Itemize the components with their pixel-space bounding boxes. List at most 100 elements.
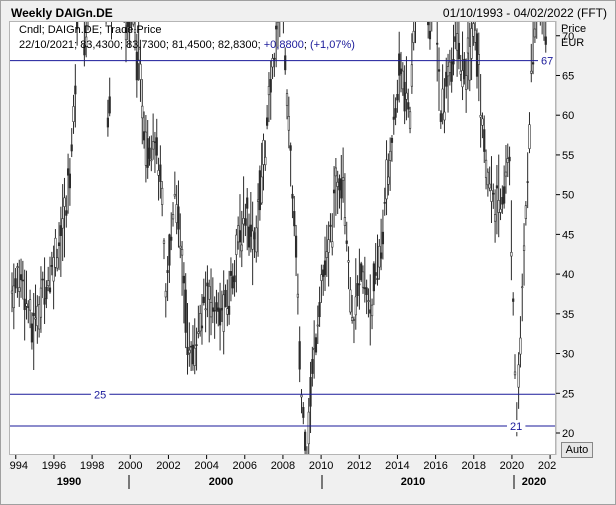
candle-body bbox=[83, 44, 86, 56]
candle-body bbox=[356, 283, 359, 296]
candle-body bbox=[25, 303, 28, 307]
auto-scale-button[interactable]: Auto bbox=[561, 442, 593, 458]
candle-body bbox=[57, 242, 61, 247]
candle-body bbox=[323, 260, 327, 276]
candle-body bbox=[285, 93, 289, 106]
candle-body bbox=[380, 252, 383, 259]
candle-body bbox=[329, 224, 332, 227]
candle-body bbox=[59, 225, 62, 237]
candle-body bbox=[108, 96, 111, 114]
candle-body bbox=[340, 178, 343, 199]
ohlc-info-panel: Cndl; DAIGn.DE; Trade Price 22/10/2021; … bbox=[9, 21, 409, 53]
x-major-label: 2010 bbox=[401, 476, 425, 488]
candle-body bbox=[235, 234, 238, 255]
candle-body bbox=[369, 309, 372, 314]
candle-body bbox=[269, 79, 272, 93]
chart-description: Cndl; DAIGn.DE; Trade Price bbox=[19, 24, 162, 36]
candle-body bbox=[124, 27, 128, 41]
candle-body bbox=[162, 240, 166, 244]
candle-body bbox=[137, 59, 140, 64]
candle-body bbox=[405, 92, 408, 100]
price-plot-area[interactable]: 109,1664969085807867252117 bbox=[9, 21, 556, 455]
y-tick-label: 65 bbox=[562, 70, 574, 82]
x-major-label: 1990 bbox=[57, 476, 81, 488]
candle-body bbox=[383, 202, 386, 204]
candle-body bbox=[271, 58, 274, 68]
x-axis-scale[interactable]: 1994 1996 1998 2000 2002 2004 2006 2008 2010 2012… bbox=[9, 455, 556, 491]
candle-body bbox=[398, 53, 401, 76]
y-tick-label: 35 bbox=[562, 309, 574, 321]
x-tick-label: 1996 bbox=[42, 460, 66, 472]
price-chart[interactable]: 109,1664969085807867252117 bbox=[10, 22, 556, 455]
candle-body bbox=[504, 171, 508, 177]
candle-body bbox=[533, 28, 537, 38]
candle-body bbox=[218, 308, 222, 326]
info-close: 82,8300 bbox=[217, 39, 258, 51]
candle-body bbox=[439, 113, 442, 122]
candle-body bbox=[246, 197, 249, 209]
y-axis-scale[interactable]: 2025303540455055606570758085909510010511… bbox=[556, 21, 614, 455]
level-label-bg bbox=[91, 388, 110, 401]
candle-body bbox=[34, 317, 37, 320]
candle-body bbox=[508, 156, 511, 162]
y-axis[interactable]: 2025303540455055606570758085909510010511… bbox=[556, 21, 614, 455]
candle-body bbox=[477, 54, 480, 65]
candle-body bbox=[213, 309, 216, 312]
x-axis[interactable]: 1994 1996 1998 2000 2002 2004 2006 2008 2010 2012… bbox=[9, 455, 556, 491]
candle-body bbox=[410, 64, 413, 87]
candle-body bbox=[233, 275, 236, 283]
candle-body bbox=[361, 271, 365, 288]
candle-body bbox=[209, 302, 213, 318]
candle-body bbox=[465, 75, 468, 90]
candle-body bbox=[135, 51, 138, 81]
candle-body bbox=[159, 164, 162, 182]
candle-body bbox=[32, 312, 35, 317]
candle-body bbox=[436, 42, 439, 45]
level-label: 25 bbox=[94, 389, 106, 401]
candle-body bbox=[378, 245, 381, 268]
candle-body bbox=[262, 139, 265, 165]
candle-body bbox=[202, 296, 205, 304]
x-tick-label: 2022 bbox=[538, 460, 556, 472]
y-tick-label: 50 bbox=[562, 190, 574, 202]
candle-body bbox=[452, 58, 455, 65]
y-axis-title: Price bbox=[561, 23, 587, 35]
candle-body bbox=[302, 407, 305, 418]
candle-body bbox=[193, 347, 196, 366]
candle-body bbox=[66, 168, 70, 176]
candle-body bbox=[544, 36, 547, 45]
level-label: 67 bbox=[541, 56, 553, 68]
candle-body bbox=[472, 23, 475, 37]
candle-body bbox=[36, 305, 39, 327]
candle-body bbox=[345, 240, 348, 244]
candle-body bbox=[247, 226, 251, 248]
candle-body bbox=[179, 245, 182, 249]
y-tick-label: 60 bbox=[562, 110, 574, 122]
candle-body bbox=[484, 159, 488, 179]
candle-body bbox=[50, 265, 53, 267]
candle-body bbox=[437, 69, 441, 72]
candle-body bbox=[331, 241, 334, 248]
candle-body bbox=[188, 349, 191, 354]
candle-body bbox=[461, 70, 464, 88]
candle-body bbox=[18, 287, 21, 292]
candle-body bbox=[468, 46, 471, 81]
y-axis-unit: EUR bbox=[561, 37, 585, 49]
candle-body bbox=[294, 235, 298, 258]
candle-body bbox=[38, 304, 41, 330]
level-label-bg bbox=[507, 420, 526, 433]
x-major-label: 2000 bbox=[209, 476, 233, 488]
x-tick-label: 2006 bbox=[233, 460, 257, 472]
candle-body bbox=[211, 307, 214, 312]
candle-body bbox=[177, 206, 180, 230]
candle-body bbox=[166, 270, 169, 273]
candle-body bbox=[128, 22, 131, 28]
candle-body bbox=[197, 331, 200, 334]
candle-body bbox=[316, 324, 319, 327]
candle-body bbox=[267, 86, 271, 96]
candle-body bbox=[240, 244, 243, 252]
candle-body bbox=[224, 289, 227, 308]
candle-body bbox=[180, 248, 184, 256]
candle-body bbox=[229, 271, 233, 276]
candle-body bbox=[351, 317, 354, 321]
